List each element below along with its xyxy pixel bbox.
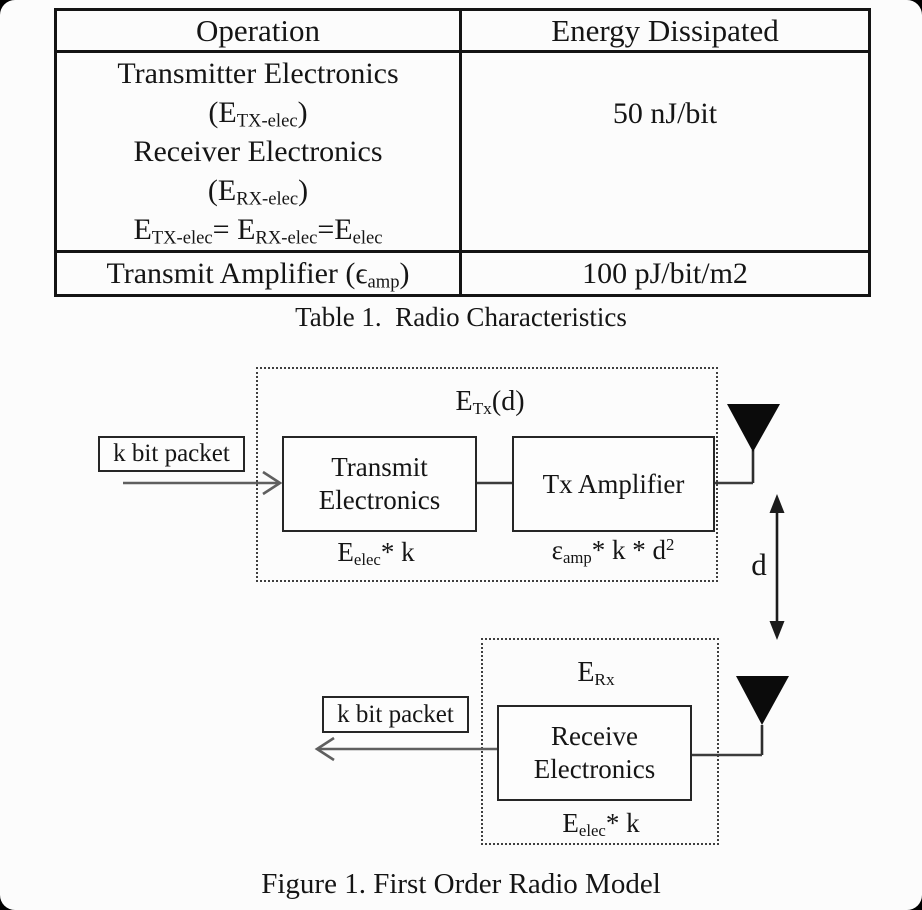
rx-group-energy-label: ERx (577, 657, 615, 690)
transmit-electronics-line1: Transmit (331, 452, 428, 482)
receiver-dashed-group (481, 638, 719, 845)
figure-caption: Figure 1. First Order Radio Model (261, 868, 661, 900)
receive-electronics-line2: Electronics (533, 754, 656, 784)
operation-line-3: Receiver Electronics (133, 135, 383, 168)
radio-characteristics-table: Operation Energy Dissipated Transmitter … (54, 8, 871, 297)
distance-arrow-bottom-head (769, 621, 785, 640)
table-header-operation-label: Operation (196, 12, 320, 48)
table-header-operation: Operation (57, 11, 462, 53)
table-cell-amplifier-operation: Transmit Amplifier (ϵamp) (57, 253, 462, 294)
output-arrow-icon (314, 736, 335, 762)
rx-antenna-icon (736, 676, 789, 725)
input-packet-label: k bit packet (113, 440, 230, 467)
tx-antenna-icon (727, 404, 780, 452)
table-cell-electronics-energy: 50 nJ/bit (462, 53, 868, 253)
input-packet-box: k bit packet (98, 436, 245, 472)
tx-group-energy-label: ETx(d) (455, 386, 525, 419)
table-caption: Table 1. Radio Characteristics (295, 302, 627, 332)
transmit-electronics-block: Transmit Electronics (282, 436, 477, 532)
distance-label: d (751, 547, 767, 582)
tx-amplifier-label: Tx Amplifier (542, 468, 685, 499)
amplifier-energy-value: 100 pJ/bit/m2 (582, 256, 748, 290)
output-packet-box: k bit packet (322, 696, 469, 733)
tx-amplifier-cost-label: εamp* k * d2 (551, 534, 675, 568)
amplifier-operation-label: Transmit Amplifier (ϵamp) (106, 256, 410, 292)
receive-electronics-line1: Receive (551, 721, 638, 751)
distance-arrow-top-head (769, 494, 785, 513)
table-header-energy-label: Energy Dissipated (551, 12, 779, 48)
operation-line-4: (ERX-elec) (207, 174, 309, 210)
receive-electronics-block: Receive Electronics (497, 705, 692, 801)
electronics-energy-value: 50 nJ/bit (612, 97, 718, 130)
tx-amplifier-block: Tx Amplifier (512, 436, 715, 532)
receive-electronics-cost-label: Eelec* k (562, 808, 640, 841)
operation-line-2: (ETX-elec) (208, 96, 308, 132)
transmit-electronics-cost-label: Eelec* k (337, 537, 415, 570)
output-packet-label: k bit packet (337, 700, 454, 728)
table-header-energy: Energy Dissipated (462, 11, 868, 53)
transmitter-dashed-group (256, 367, 718, 582)
table-cell-electronics-operation: Transmitter Electronics (ETX-elec) Recei… (57, 53, 462, 253)
transmit-electronics-line2: Electronics (318, 485, 441, 515)
table-cell-amplifier-energy: 100 pJ/bit/m2 (462, 253, 868, 294)
operation-line-1: Transmitter Electronics (117, 57, 399, 90)
operation-line-5: ETX-elec= ERX-elec=Eelec (133, 213, 383, 249)
